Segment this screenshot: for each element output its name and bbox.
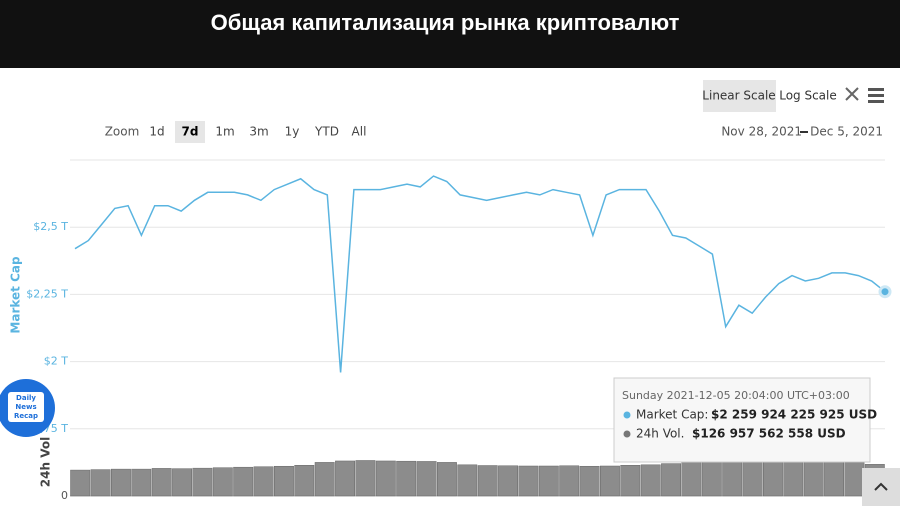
volume-bar (212, 467, 233, 497)
range-active-bg (175, 121, 205, 143)
scale-active-bg (703, 80, 776, 112)
range-button[interactable]: YTD (314, 125, 339, 139)
volume-bar (722, 460, 743, 497)
y-tick-label: $2,5 T (33, 220, 68, 233)
range-button[interactable]: 1y (285, 125, 300, 139)
tooltip-date: Sunday 2021-12-05 20:04:00 UTC+03:00 (622, 389, 850, 402)
volume-bar (396, 460, 417, 497)
volume-bar (661, 463, 681, 497)
volume-bar (559, 465, 580, 497)
volume-bar (457, 464, 478, 497)
volume-bar (518, 465, 539, 497)
volume-bar (538, 465, 559, 497)
scale-button[interactable]: Linear Scale (702, 89, 775, 103)
volume-bar (437, 462, 457, 497)
date-to: Dec 5, 2021 (810, 125, 883, 139)
volume-bar (844, 462, 865, 497)
range-button[interactable]: 1m (215, 125, 234, 139)
volume-bar (131, 468, 152, 497)
volume-bar (803, 460, 824, 497)
volume-bar (600, 465, 620, 497)
y-axis-label: Market Cap (9, 256, 23, 334)
volume-bar (192, 467, 213, 497)
volume-bar (824, 461, 844, 497)
tooltip-value: $2 259 924 225 925 USD (711, 408, 877, 422)
volume-bar (640, 464, 661, 497)
page-title: Общая капитализация рынка криптовалют (211, 10, 680, 35)
header-bar (0, 0, 900, 68)
volume-bar (498, 465, 518, 497)
tooltip-key: Market Cap: (636, 408, 708, 422)
volume-bar (701, 460, 722, 497)
tooltip-dot (623, 430, 631, 438)
fullscreen-icon[interactable] (845, 87, 859, 101)
tooltip-box (613, 377, 871, 463)
tooltip: Sunday 2021-12-05 20:04:00 UTC+03:00 Mar… (613, 377, 877, 463)
logo-card (8, 392, 44, 422)
volume-bar (742, 460, 763, 497)
tooltip-key: 24h Vol. (636, 427, 684, 441)
volume-bar (335, 460, 355, 497)
volume-bar (70, 469, 91, 497)
tooltip-dot (623, 411, 631, 419)
last-point (878, 285, 892, 299)
volume-bar (375, 460, 396, 497)
volume-bar (763, 461, 783, 497)
volume-bar (233, 466, 254, 497)
volume-bar (172, 468, 192, 497)
range-button[interactable]: 1d (149, 125, 164, 139)
range-button[interactable]: 7d (182, 125, 199, 139)
volume-bar (355, 460, 376, 497)
scale-button[interactable]: Log Scale (779, 89, 837, 103)
logo-text-box: Daily News Recap (13, 394, 39, 420)
range-button[interactable]: All (352, 125, 367, 139)
volume-bar (681, 461, 702, 497)
range-button[interactable]: 3m (249, 125, 268, 139)
market-cap-line (74, 175, 886, 373)
volume-bar (416, 461, 437, 497)
scroll-top-icon (874, 482, 888, 491)
volume-bar (314, 462, 335, 497)
y2-axis-label: 24h Vol (39, 437, 53, 487)
date-from: Nov 28, 2021 (721, 125, 802, 139)
volume-bar (151, 468, 172, 497)
volume-bar (294, 465, 315, 497)
scroll-top-button[interactable] (862, 468, 900, 506)
volume-bar (477, 465, 498, 497)
tooltip-value: $126 957 562 558 USD (692, 427, 846, 441)
volume-bar (90, 469, 111, 497)
logo: Daily News Recap (0, 379, 55, 437)
zoom-label: Zoom (105, 125, 140, 139)
volume-bar (620, 465, 641, 497)
volume-bar (111, 468, 131, 497)
logo-text: Daily News Recap (13, 394, 39, 420)
y2-tick-label: 0 (61, 489, 68, 502)
volume-bar (579, 465, 600, 497)
volume-bar (274, 465, 294, 497)
y-tick-label: $2,25 T (26, 287, 68, 300)
volume-bar (783, 460, 804, 497)
y-tick-label: $2 T (44, 355, 68, 368)
menu-icon[interactable] (868, 88, 884, 103)
date-dash (800, 131, 808, 133)
volume-bar (253, 466, 274, 497)
